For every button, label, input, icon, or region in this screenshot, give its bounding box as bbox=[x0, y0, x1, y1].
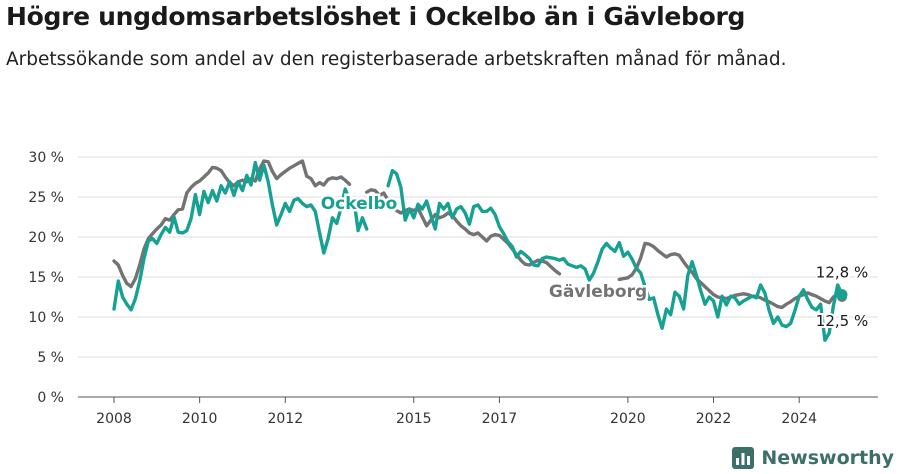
series-label-ockelbo: Ockelbo bbox=[321, 194, 398, 214]
y-tick-label: 0 % bbox=[37, 390, 64, 406]
x-tick-label: 2012 bbox=[267, 411, 303, 427]
series-line-gavleborg bbox=[112, 159, 844, 310]
end-point-ockelbo bbox=[836, 289, 848, 301]
y-tick-label: 15 % bbox=[28, 270, 64, 286]
newsworthy-logo-icon bbox=[732, 447, 755, 469]
chart-subtitle: Arbetssökande som andel av den registerb… bbox=[6, 49, 787, 70]
brand-logo: Newsworthy bbox=[731, 446, 894, 470]
chart-title: Högre ungdomsarbetslöshet i Ockelbo än i… bbox=[6, 2, 746, 31]
series-label-gavleborg: Gävleborg bbox=[549, 282, 647, 302]
y-tick-label: 5 % bbox=[37, 350, 64, 366]
end-value-label-ockelbo: 12,8 % bbox=[816, 264, 868, 282]
y-tick-label: 10 % bbox=[28, 310, 64, 326]
x-tick-label: 2008 bbox=[96, 411, 132, 427]
x-tick-label: 2015 bbox=[396, 411, 432, 427]
x-tick-label: 2020 bbox=[610, 411, 646, 427]
brand-name: Newsworthy bbox=[761, 447, 894, 469]
end-value-label-gavleborg: 12,5 % bbox=[816, 312, 868, 330]
y-tick-label: 30 % bbox=[28, 150, 64, 166]
x-tick-label: 2017 bbox=[482, 411, 518, 427]
x-tick-label: 2024 bbox=[781, 411, 817, 427]
x-tick-label: 2022 bbox=[696, 411, 732, 427]
y-tick-label: 20 % bbox=[28, 230, 64, 246]
series-line-ockelbo bbox=[112, 160, 844, 342]
x-tick-label: 2010 bbox=[182, 411, 218, 427]
y-tick-label: 25 % bbox=[28, 190, 64, 206]
